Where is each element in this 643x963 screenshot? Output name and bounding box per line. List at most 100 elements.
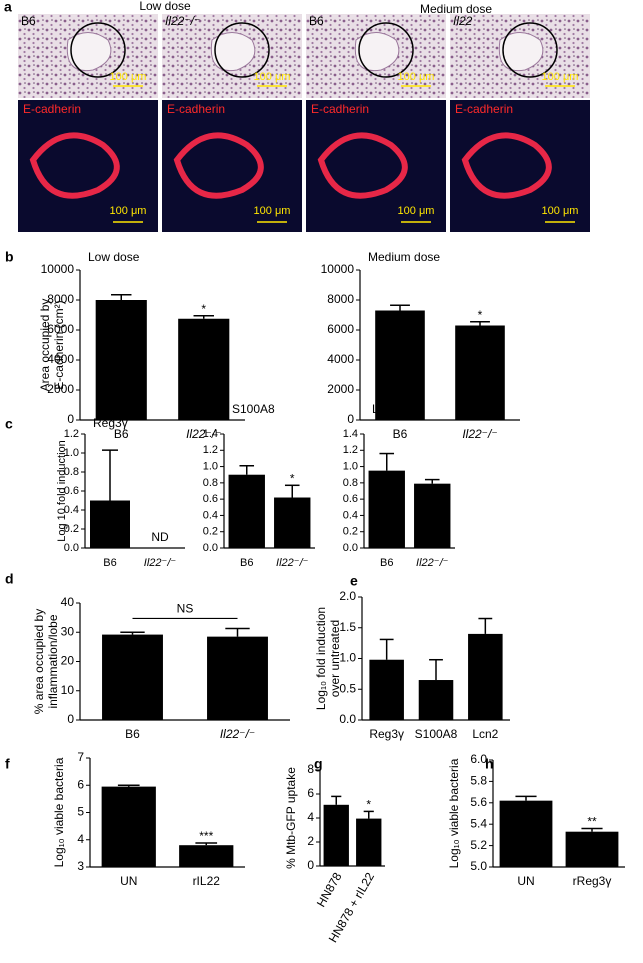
y-tick-label: 0.2 — [203, 526, 218, 538]
y-tick-label: 0.2 — [64, 523, 79, 535]
y-axis-label: % area occupied by — [32, 609, 46, 714]
y-axis-label: Area occupied by — [38, 299, 52, 392]
x-tick-label: B6 — [114, 427, 129, 441]
y-tick-label: 8000 — [327, 292, 354, 306]
y-tick-label: 1.0 — [203, 460, 218, 472]
stain-image — [306, 100, 446, 232]
highlight-circle — [70, 22, 126, 78]
bracket-label: NS — [177, 602, 194, 616]
stain-image — [162, 100, 302, 232]
epithelium — [29, 132, 120, 199]
scale-label: 100 μm — [254, 71, 291, 83]
bar — [178, 318, 230, 420]
bar — [101, 786, 156, 867]
scale-label: 100 μm — [542, 71, 579, 83]
bar — [228, 474, 265, 548]
x-tick-label: Il22⁻/⁻ — [276, 557, 309, 569]
chart-title: Lcn2 — [372, 402, 398, 416]
chart-title: Reg3γ — [93, 416, 128, 430]
y-tick-label: 1.5 — [339, 620, 356, 634]
image-label: B6 — [21, 14, 36, 28]
airway — [354, 32, 400, 72]
y-tick-label: 0.6 — [203, 493, 218, 505]
y-tick-label: 5.6 — [470, 795, 487, 809]
x-tick-label: B6 — [125, 727, 140, 741]
stain-label: E-cadherin — [23, 102, 81, 116]
y-tick-label: 1.0 — [339, 651, 356, 665]
bar — [414, 483, 451, 548]
y-tick-label: 0.8 — [343, 477, 358, 489]
y-tick-label: 2000 — [47, 382, 74, 396]
airway — [498, 32, 544, 72]
bar — [368, 470, 405, 548]
y-tick-label: 7 — [77, 750, 84, 764]
stain-image — [450, 100, 590, 232]
panel-letter: e — [350, 573, 358, 589]
y-tick-label: 0.5 — [339, 681, 356, 695]
bar — [455, 325, 505, 420]
airway — [210, 32, 256, 72]
x-tick-label: rIL22 — [193, 874, 221, 888]
panel-letter: c — [5, 416, 13, 432]
x-tick-label: UN — [120, 874, 137, 888]
image-label: Il22⁻/⁻ — [165, 14, 200, 28]
bar — [499, 800, 553, 867]
y-tick-label: 1.2 — [203, 444, 218, 456]
y-tick-label: 0.6 — [64, 485, 79, 497]
y-tick-label: 0.0 — [203, 542, 218, 554]
y-tick-label: 2000 — [327, 382, 354, 396]
y-tick-label: 1.0 — [343, 460, 358, 472]
x-tick-label: Il22⁻/⁻ — [186, 427, 221, 441]
image-label: B6 — [309, 14, 324, 28]
bar — [323, 804, 349, 866]
panel-letter: g — [314, 756, 323, 772]
y-tick-label: 0.8 — [203, 477, 218, 489]
stain-label: E-cadherin — [455, 102, 513, 116]
y-tick-label: 3 — [77, 859, 84, 873]
y-tick-label: 5.0 — [470, 859, 487, 873]
y-tick-label: 1.2 — [343, 444, 358, 456]
epithelium — [173, 132, 264, 199]
chart-title: Medium dose — [368, 250, 440, 264]
x-tick-label: B6 — [240, 557, 253, 569]
bar — [90, 500, 130, 548]
bar — [207, 636, 268, 720]
y-tick-label: 10000 — [321, 262, 355, 276]
bar — [369, 659, 404, 720]
epithelium — [461, 132, 552, 199]
x-tick-label: Lcn2 — [472, 727, 498, 741]
y-tick-label: 6.0 — [470, 752, 487, 766]
y-axis-label: % Mtb-GFP uptake — [284, 767, 298, 869]
y-axis-label: Log₁₀ viable bacteria — [447, 758, 461, 868]
y-tick-label: 0 — [347, 412, 354, 426]
significance: * — [366, 798, 371, 812]
significance: * — [201, 302, 206, 316]
y-tick-label: 6 — [307, 786, 314, 800]
y-tick-label: 20 — [61, 654, 75, 668]
y-tick-label: 0.8 — [64, 466, 79, 478]
y-tick-label: 1.0 — [64, 447, 79, 459]
x-tick-label: B6 — [380, 557, 393, 569]
x-tick-label: Il22⁻/⁻ — [220, 727, 255, 741]
x-tick-label: rReg3γ — [573, 874, 612, 888]
y-axis-label: inflammation/lobe — [46, 614, 60, 708]
highlight-circle — [502, 22, 558, 78]
y-tick-label: 6000 — [327, 322, 354, 336]
bar — [179, 845, 234, 867]
x-tick-label: HN878 — [314, 870, 345, 910]
panel-letter: a — [4, 0, 12, 15]
bar — [356, 818, 382, 866]
group-title: Medium dose — [420, 2, 492, 16]
scale-label: 100 μm — [110, 71, 147, 83]
y-tick-label: 0.0 — [343, 542, 358, 554]
y-tick-label: 40 — [61, 595, 75, 609]
highlight-circle — [358, 22, 414, 78]
significance: ** — [587, 815, 597, 829]
scale-label: 100 μm — [110, 205, 147, 217]
y-tick-label: 5 — [77, 805, 84, 819]
scale-label: 100 μm — [398, 71, 435, 83]
y-tick-label: 1.4 — [203, 428, 218, 440]
y-tick-label: 0 — [307, 858, 314, 872]
epithelium — [317, 132, 408, 199]
